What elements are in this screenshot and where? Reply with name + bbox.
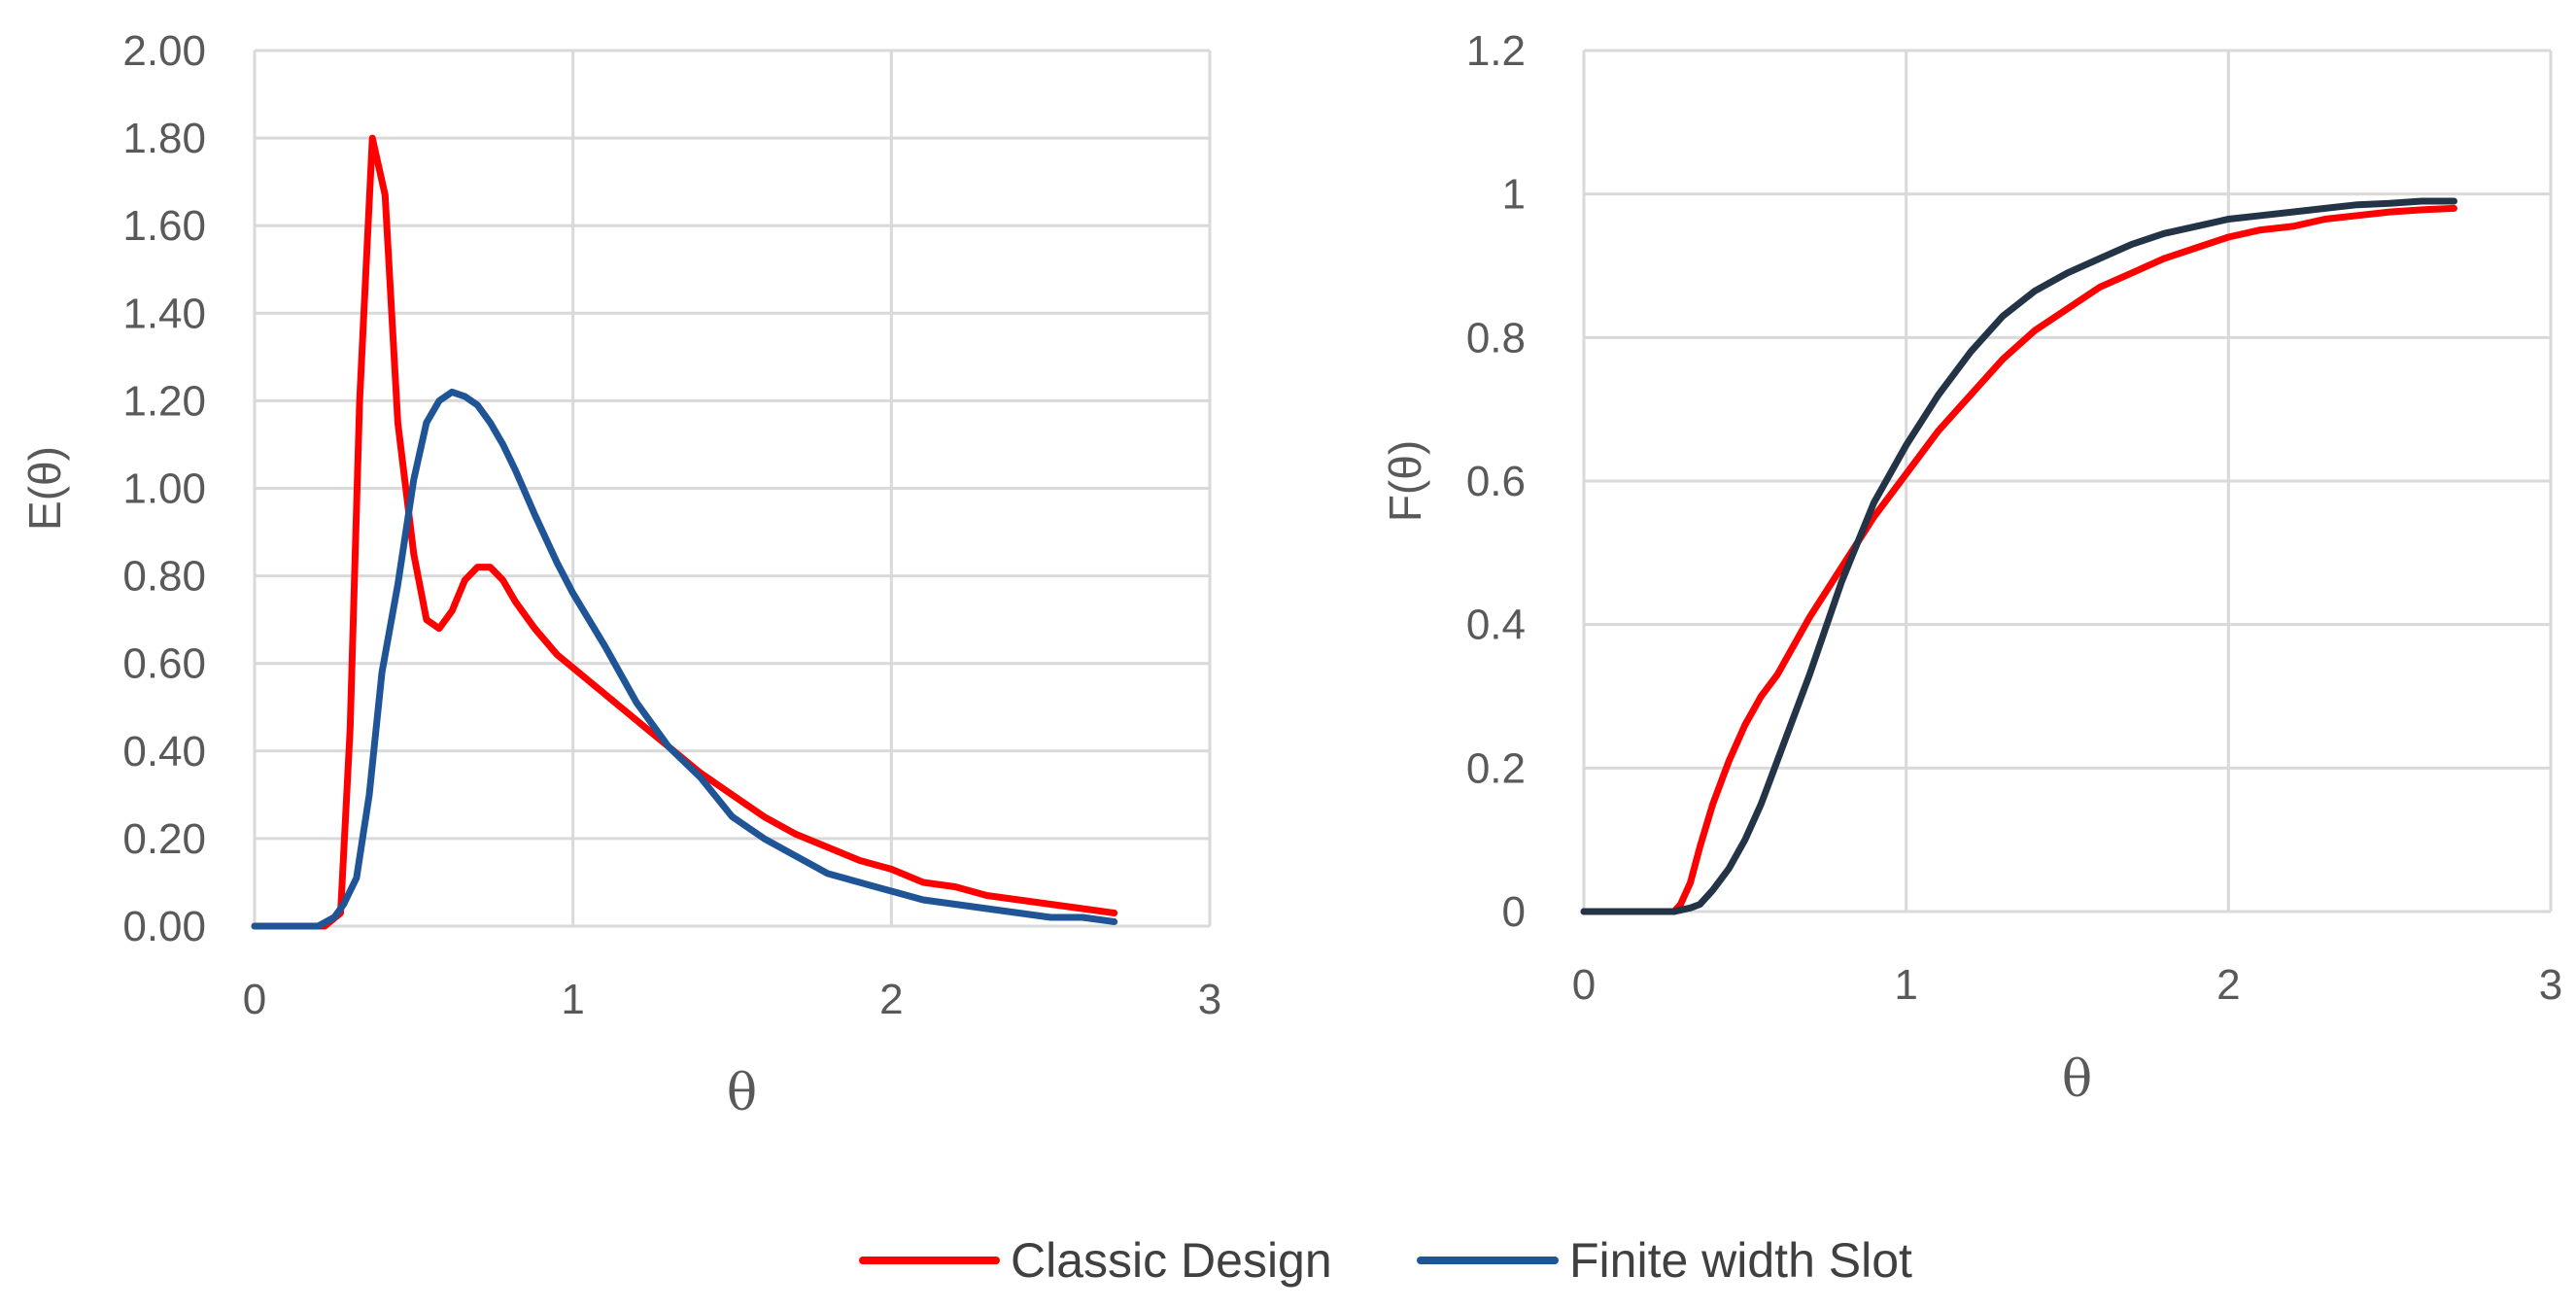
chart-e-theta: 0.00 0.20 0.40 0.60 0.80 1.00 1.20 1.40 1.60 1.80… (19, 27, 1221, 1122)
series-line-classic-design (1580, 204, 2457, 915)
y-tick-label: 0.6 (1466, 458, 1526, 505)
x-tick-label: 0 (1572, 961, 1596, 1009)
y-tick-label: 0.4 (1466, 602, 1526, 649)
y-tick-label: 2.00 (122, 27, 206, 75)
x-tick-label: 3 (2539, 961, 2562, 1009)
y-tick-label: 0.00 (122, 903, 206, 950)
x-tick-label: 0 (243, 976, 266, 1023)
y-tick-label: 1.80 (122, 115, 206, 162)
y-tick-label: 1.40 (122, 290, 206, 337)
y-tick-label: 1.20 (122, 377, 206, 425)
y-tick-label: 0.60 (122, 640, 206, 688)
y-tick-label: 1.00 (122, 465, 206, 513)
y-tick-label: 0.20 (122, 815, 206, 863)
legend-label-classic-design: Classic Design (1011, 1233, 1332, 1288)
x-tick-label: 2 (879, 976, 903, 1023)
x-tick-label: 1 (1894, 961, 1917, 1009)
x-tick-label: 2 (2216, 961, 2240, 1009)
x-tick-label: 3 (1198, 976, 1221, 1023)
x-axis-label: θ (727, 1064, 757, 1122)
chart-f-theta: 0 0.2 0.4 0.6 0.8 1 1.2 0 1 2 3 θ F(θ) (1380, 27, 2562, 1109)
y-tick-label: 0.40 (122, 728, 206, 775)
y-tick-label: 1.60 (122, 202, 206, 250)
y-tick-label: 1 (1502, 171, 1526, 219)
y-axis-label: F(θ) (1380, 440, 1430, 522)
y-tick-label: 0.2 (1466, 744, 1526, 792)
y-tick-label: 1.2 (1466, 27, 1526, 75)
y-tick-label: 0.8 (1466, 314, 1526, 362)
series-line-finite-width-slot (251, 388, 1118, 930)
legend: Classic Design Finite width Slot (859, 1233, 1912, 1288)
x-axis-label: θ (2062, 1051, 2092, 1109)
legend-label-finite-width-slot: Finite width Slot (1569, 1233, 1912, 1288)
series-line-finite-width-slot (1580, 197, 2457, 915)
series-line-classic-design (251, 134, 1118, 930)
y-tick-label: 0 (1502, 888, 1526, 936)
x-tick-label: 1 (561, 976, 584, 1023)
y-axis-label: E(θ) (19, 446, 70, 531)
y-tick-label: 0.80 (122, 553, 206, 601)
